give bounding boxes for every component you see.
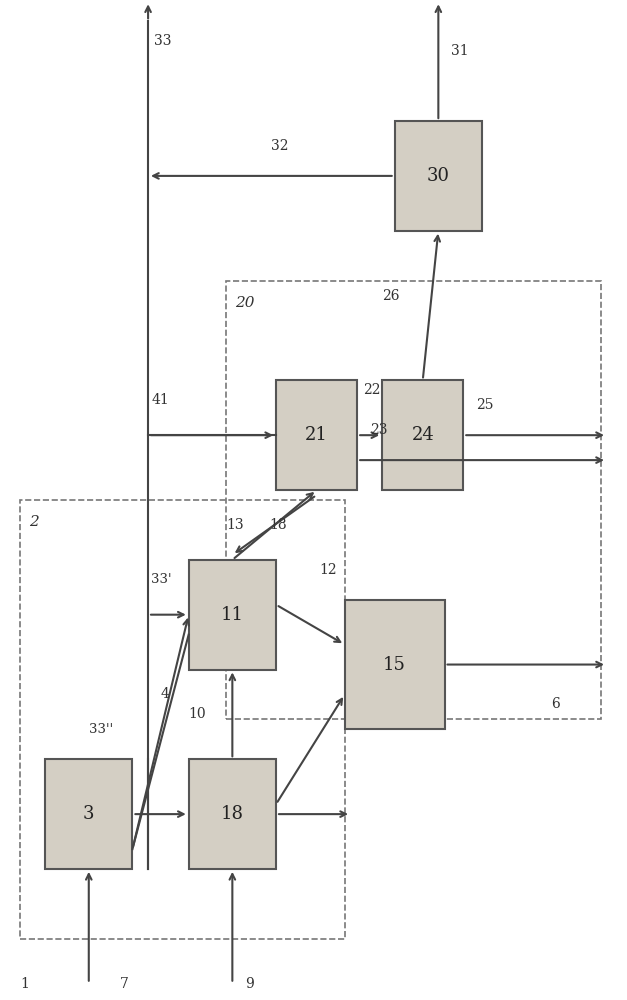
Text: 24: 24 [411, 426, 434, 444]
Bar [189, 560, 276, 670]
Text: 11: 11 [221, 606, 244, 624]
Text: 22: 22 [364, 383, 381, 397]
Text: 32: 32 [271, 139, 289, 153]
Text: 18: 18 [270, 518, 287, 532]
Bar [20, 500, 345, 939]
Bar [189, 759, 276, 869]
Bar [382, 380, 463, 490]
Text: 9: 9 [245, 977, 253, 991]
Text: 1: 1 [20, 977, 29, 991]
Text: 33': 33' [151, 573, 172, 586]
Text: 18: 18 [221, 805, 244, 823]
Text: 6: 6 [551, 697, 559, 711]
Text: 10: 10 [189, 707, 206, 721]
Text: 25: 25 [476, 398, 493, 412]
Text: 31: 31 [451, 44, 468, 58]
Text: 23: 23 [370, 423, 387, 437]
Text: 3: 3 [83, 805, 95, 823]
Text: 26: 26 [382, 289, 399, 303]
Text: 4: 4 [161, 687, 169, 701]
Text: 12: 12 [320, 563, 337, 577]
Text: 15: 15 [383, 656, 406, 674]
Bar [394, 121, 482, 231]
Text: 33'': 33'' [89, 723, 113, 736]
Text: 13: 13 [226, 518, 244, 532]
Text: 33: 33 [154, 34, 172, 48]
Text: 30: 30 [427, 167, 450, 185]
Text: 41: 41 [151, 393, 169, 407]
Bar [345, 600, 445, 729]
Text: 7: 7 [120, 977, 129, 991]
Bar [45, 759, 132, 869]
Bar [226, 281, 601, 719]
Text: 20: 20 [236, 296, 255, 310]
Bar [276, 380, 357, 490]
Text: 21: 21 [305, 426, 328, 444]
Text: 2: 2 [29, 515, 40, 529]
